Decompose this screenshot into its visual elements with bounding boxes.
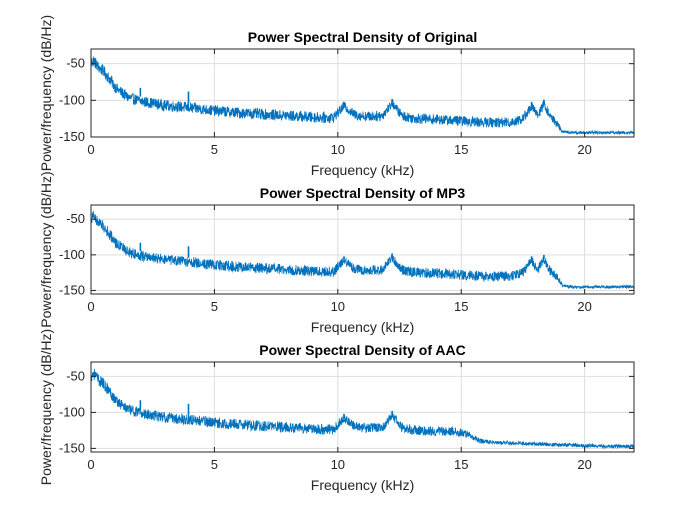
y-tick-label: -100: [59, 404, 85, 419]
y-tick-label: -100: [59, 92, 85, 107]
chart-title: Power Spectral Density of AAC: [259, 342, 465, 358]
axes-box: [90, 361, 635, 453]
psd-series-line: [90, 56, 635, 136]
chart-title: Power Spectral Density of Original: [248, 29, 478, 45]
x-tick-label: 15: [454, 457, 468, 472]
x-axis-label: Frequency (kHz): [311, 319, 414, 335]
x-tick-label: 20: [577, 457, 591, 472]
y-tick-label: -150: [59, 440, 85, 455]
x-tick-label: 5: [211, 142, 218, 157]
y-tick-label: -50: [66, 56, 85, 71]
x-tick-label: 20: [577, 299, 591, 314]
x-axis-label: Frequency (kHz): [311, 477, 414, 493]
x-tick-label: 0: [87, 299, 94, 314]
y-axis-label: Power/frequency (dB/Hz): [38, 171, 54, 327]
x-tick-label: 5: [211, 299, 218, 314]
subplot-2: 0 5 10 15 20 -50 -100 -150 Power Spectral Densit…: [38, 171, 635, 335]
y-tick-label: -100: [59, 247, 85, 262]
x-axis-label: Frequency (kHz): [311, 162, 414, 178]
plot-area: [91, 362, 634, 452]
y-tick-label: -50: [66, 211, 85, 226]
y-axis-label: Power/frequency (dB/Hz): [38, 329, 54, 485]
x-tick-label: 15: [454, 299, 468, 314]
x-tick-label: 10: [331, 299, 345, 314]
y-tick-label: -50: [66, 368, 85, 383]
x-tick-label: 15: [454, 142, 468, 157]
axes-box: [90, 204, 635, 295]
y-tick-label: -150: [59, 282, 85, 297]
y-tick-label: -150: [59, 129, 85, 144]
y-axis-label: Power/frequency (dB/Hz): [38, 15, 54, 171]
x-tick-label: 10: [331, 142, 345, 157]
x-tick-label: 0: [87, 457, 94, 472]
subplot-1: 0 5 10 15 20 -50 -100 -150 Power Spectral Densit…: [38, 15, 635, 178]
x-tick-label: 5: [211, 457, 218, 472]
x-tick-label: 20: [577, 142, 591, 157]
x-tick-label: 0: [87, 142, 94, 157]
subplot-3: 0 5 10 15 20 -50 -100 -150 Power Spectral Densit…: [38, 329, 635, 493]
plot-area: [91, 205, 634, 294]
x-tick-label: 10: [331, 457, 345, 472]
psd-series-line: [90, 368, 635, 450]
plot-area: [91, 49, 634, 137]
axes-box: [90, 48, 635, 138]
chart-title: Power Spectral Density of MP3: [260, 185, 466, 201]
